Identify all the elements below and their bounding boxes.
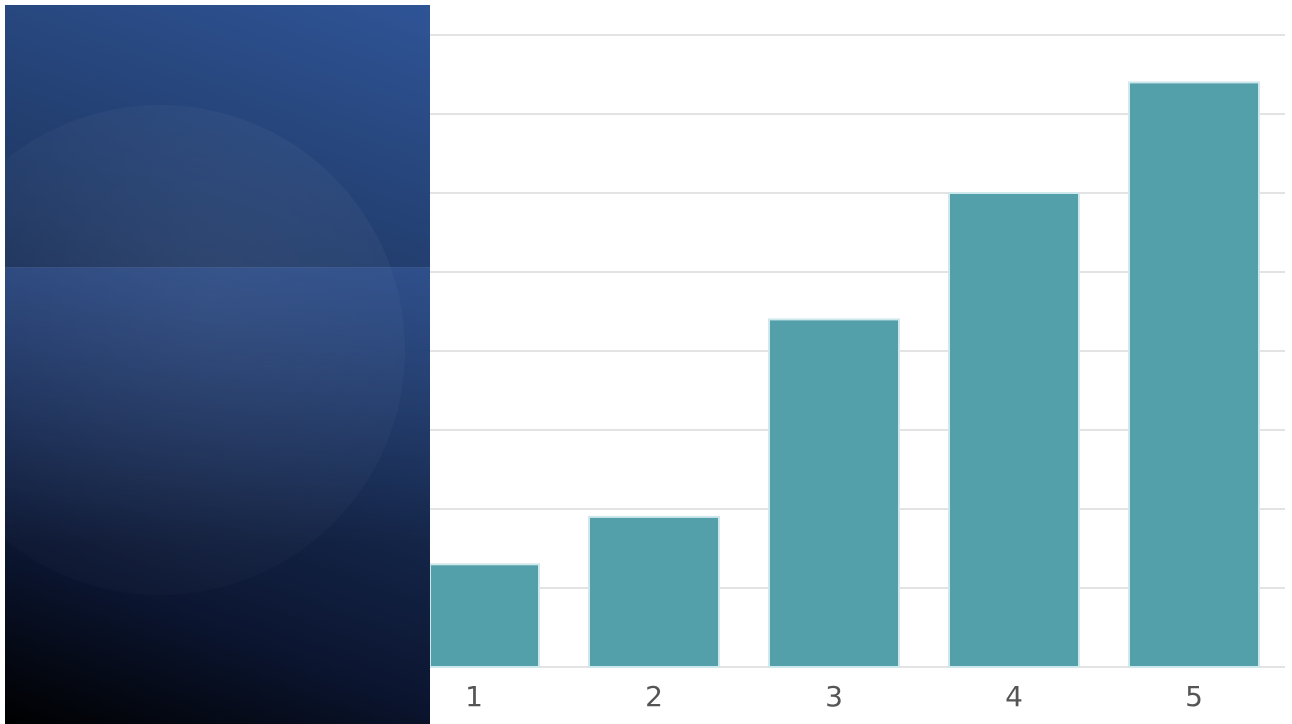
- x-tick-label: 1: [465, 680, 483, 713]
- decorative-band: [5, 267, 430, 724]
- x-tick-label: 3: [825, 680, 843, 713]
- x-tick-label: 4: [1005, 680, 1023, 713]
- decorative-circle: [5, 105, 405, 595]
- bars: [430, 81, 1260, 669]
- bar-1: [430, 563, 540, 668]
- x-tick-label: 5: [1185, 680, 1203, 713]
- title-panel: [5, 5, 430, 724]
- x-tick-labels: 1 2 3 4 5: [465, 680, 1203, 713]
- bar-3: [768, 318, 900, 668]
- x-tick-label: 2: [645, 680, 663, 713]
- bar-5: [1128, 81, 1260, 668]
- bar-4: [948, 192, 1080, 668]
- bar-chart: 1 2 3 4 5: [430, 34, 1285, 713]
- bar-2: [588, 515, 720, 669]
